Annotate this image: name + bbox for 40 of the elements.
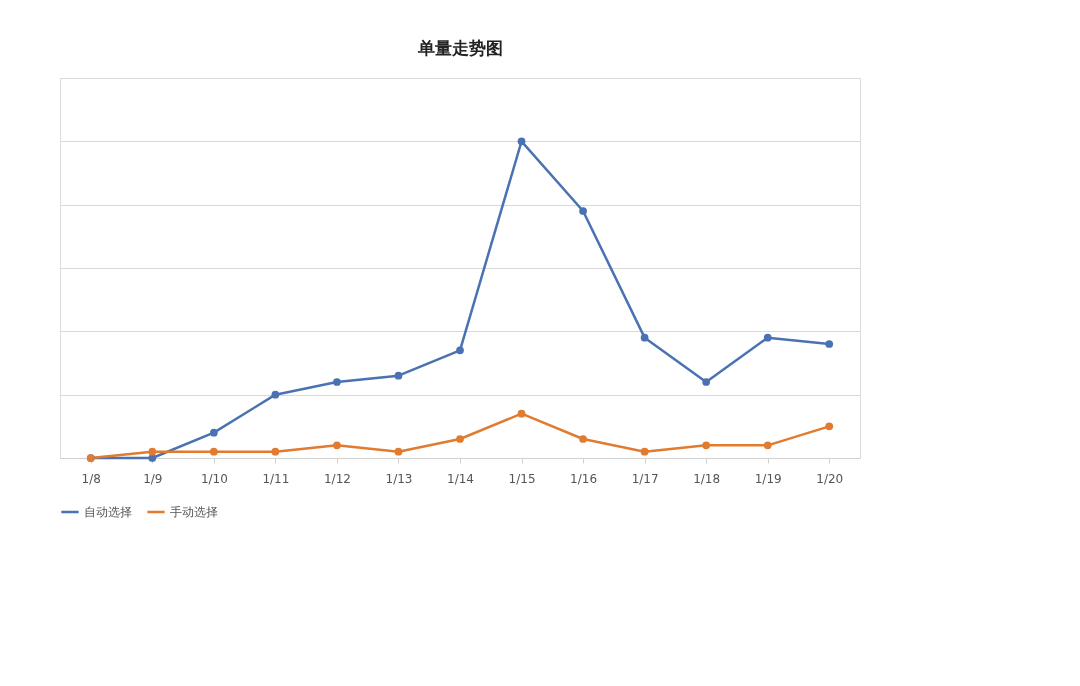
- point: [394, 371, 403, 380]
- point: [640, 333, 649, 342]
- point: [579, 435, 587, 443]
- point: [271, 447, 280, 456]
- x-tick-label: 1/20: [816, 471, 844, 486]
- legend-label: 手动选择: [170, 505, 218, 519]
- x-tick-label: 1/13: [385, 471, 413, 486]
- x-tick-label: 1/17: [631, 471, 659, 486]
- point: [517, 409, 526, 418]
- point: [763, 333, 772, 342]
- x-tick-label: 1/9: [143, 471, 163, 486]
- x-tick-label: 1/12: [323, 471, 351, 486]
- x-tick-label: 1/14: [447, 471, 474, 486]
- point: [579, 207, 587, 215]
- point: [702, 378, 711, 386]
- point: [702, 441, 711, 450]
- point: [333, 441, 341, 450]
- point: [209, 447, 218, 456]
- point: [394, 447, 403, 456]
- point: [825, 340, 834, 348]
- legend-label: 自动选择: [84, 505, 132, 519]
- x-tick-label: 1/18: [693, 471, 721, 486]
- point: [148, 454, 157, 462]
- point: [209, 428, 218, 437]
- chart-title: 单量走势图: [416, 38, 503, 58]
- point: [640, 447, 649, 456]
- x-tick-label: 1/19: [754, 471, 782, 486]
- point: [456, 435, 464, 443]
- point: [148, 447, 157, 456]
- point: [456, 346, 464, 355]
- x-tick-label: 1/8: [81, 471, 101, 486]
- x-tick-label: 1/10: [200, 471, 228, 486]
- point: [517, 137, 526, 146]
- x-tick-label: 1/11: [262, 471, 290, 486]
- x-tick-label: 1/16: [570, 471, 598, 486]
- point: [333, 378, 341, 386]
- point: [763, 441, 772, 450]
- point: [825, 422, 834, 431]
- point: [271, 390, 280, 399]
- x-tick-label: 1/15: [508, 471, 536, 486]
